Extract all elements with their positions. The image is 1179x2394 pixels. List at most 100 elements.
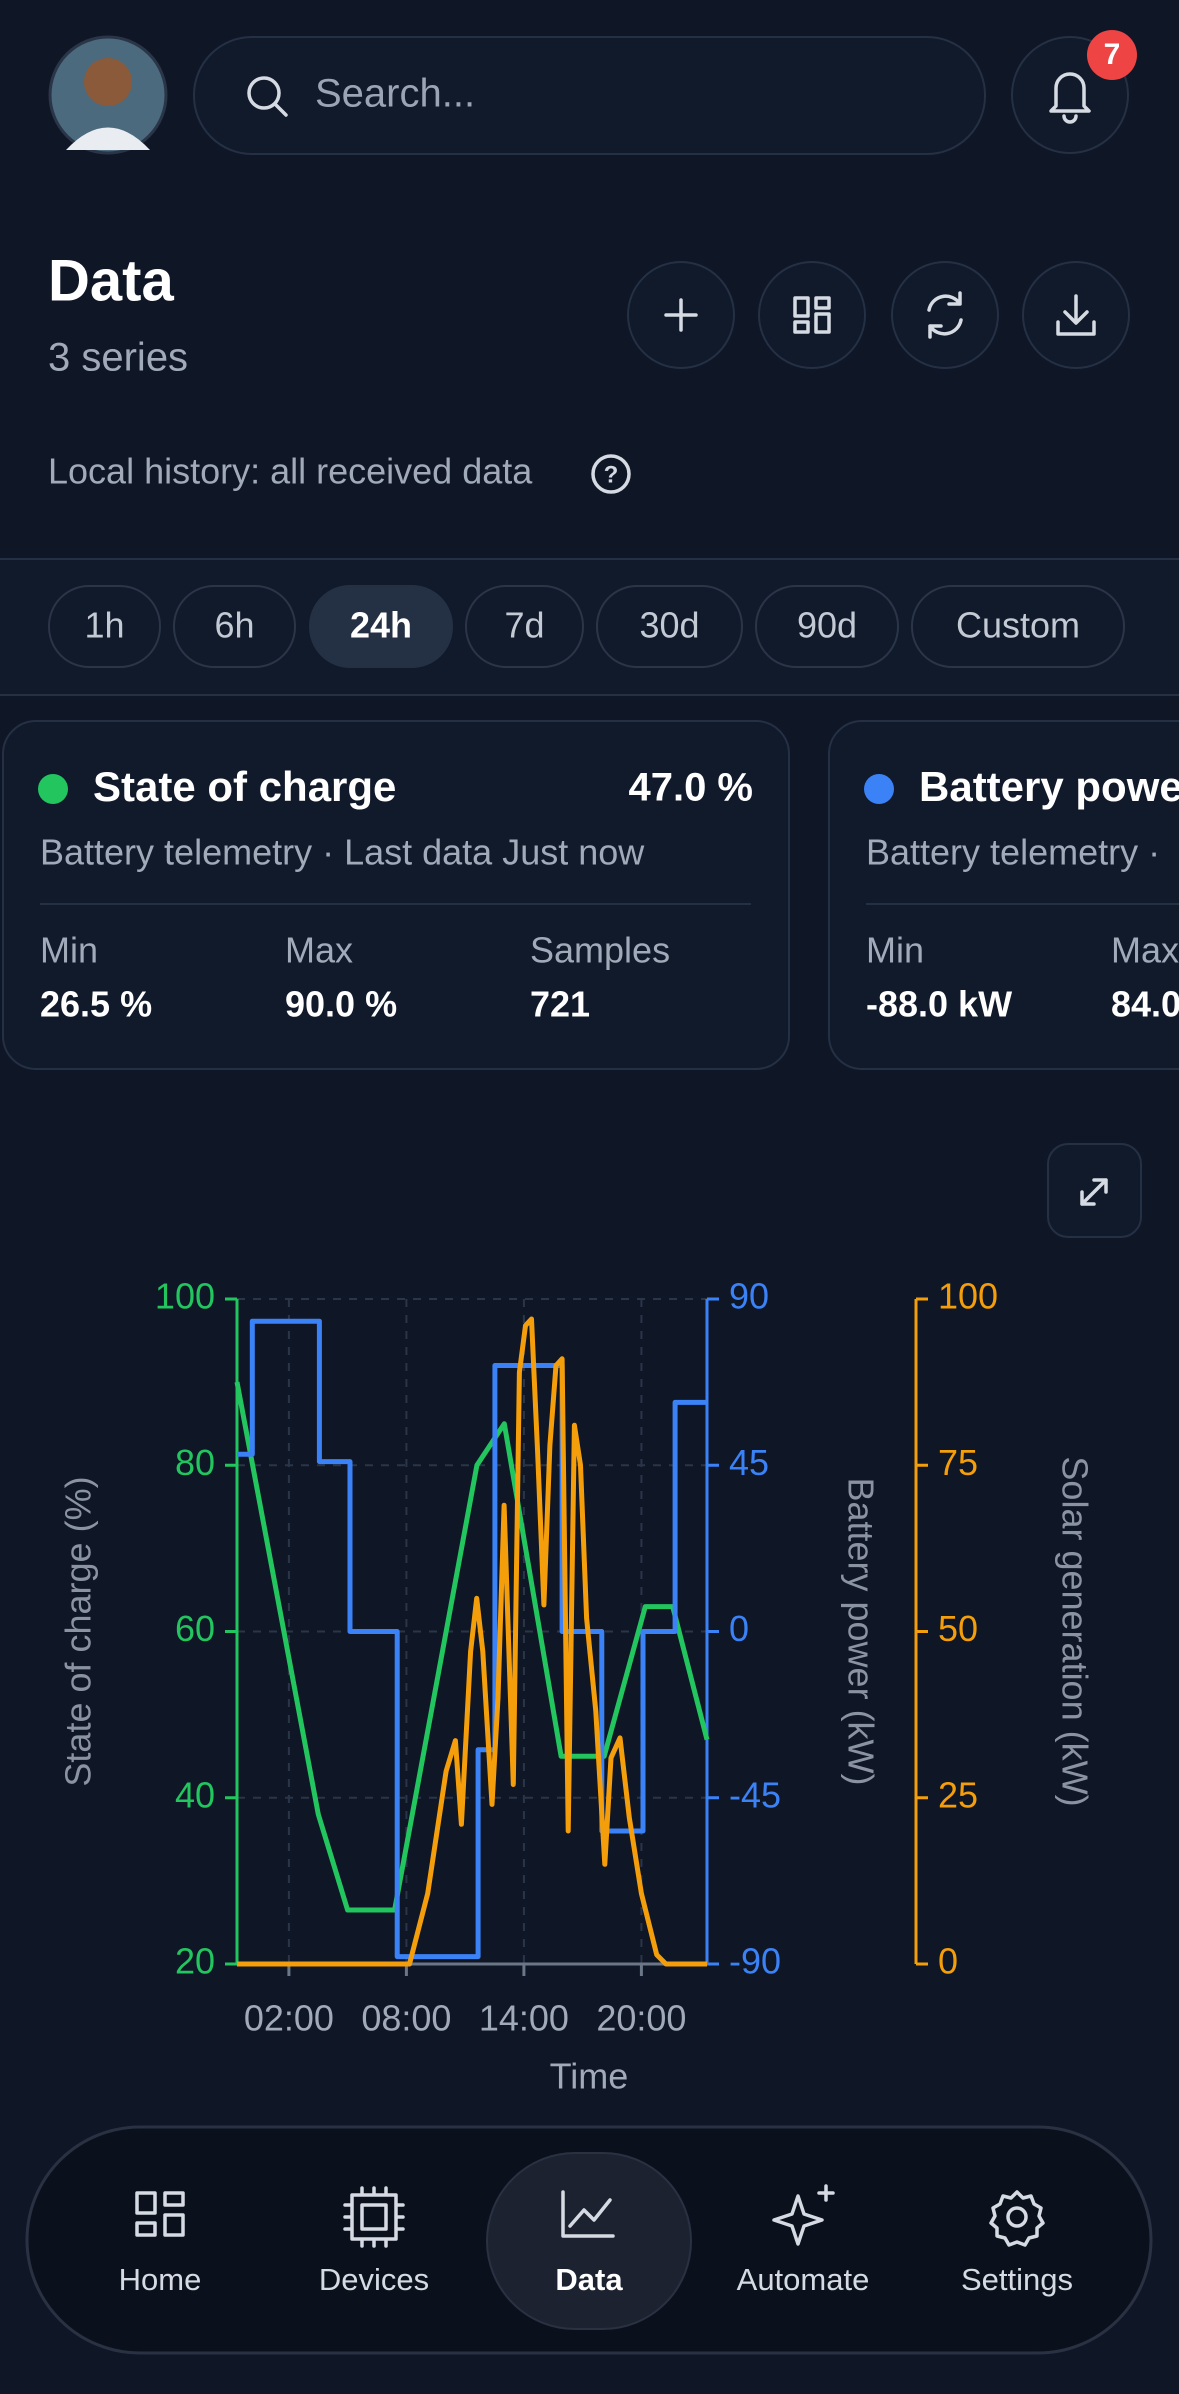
search-placeholder: Search...	[315, 72, 475, 116]
time-ranges: 1h 6h 24h 7d 30d 90d Custom	[48, 585, 1125, 668]
badge-count: 7	[1104, 38, 1121, 71]
search-icon	[247, 76, 281, 110]
range-label: Custom	[956, 605, 1080, 646]
card-value: 47.0 %	[628, 766, 753, 810]
range-pill[interactable]	[48, 585, 161, 668]
layout-button[interactable]	[758, 261, 866, 369]
range-label: 24h	[350, 605, 412, 646]
range-pill[interactable]	[755, 585, 899, 668]
y-tick-label: 100	[938, 1276, 998, 1317]
y-tick-label: 25	[938, 1774, 978, 1815]
chart: 20 40 60 80 100 State of charge (%) -90 -45 0 45 9…	[58, 1276, 1096, 2097]
help-mark: ?	[604, 461, 619, 488]
axis-title: Battery power (kW)	[840, 1477, 881, 1785]
page-subtitle: 3 series	[48, 336, 188, 380]
stat-label: Samples	[530, 930, 670, 971]
stat-value: -88.0 kW	[866, 984, 1012, 1025]
grid-icon	[793, 296, 831, 334]
stat-label: Max	[1111, 930, 1179, 971]
range-pill[interactable]	[911, 585, 1125, 668]
data-icon	[561, 2190, 615, 2238]
stat-label: Min	[866, 930, 924, 971]
range-label: 30d	[639, 605, 699, 646]
card-subtitle: Battery telemetry ·	[866, 832, 1160, 873]
plus-icon	[664, 298, 698, 332]
series-line	[237, 1316, 707, 1967]
x-tick-label: 08:00	[361, 1998, 451, 2039]
range-pill[interactable]	[309, 585, 453, 668]
x-axis-title: Time	[550, 2056, 629, 2097]
stat-value: 26.5 %	[40, 984, 152, 1025]
page-title: Data	[48, 248, 174, 313]
series-card[interactable]	[2, 720, 790, 1070]
stat-value: 84.0	[1111, 984, 1179, 1025]
range-label: 1h	[84, 605, 124, 646]
nav-active	[486, 2152, 692, 2330]
y-tick-label: 75	[938, 1442, 978, 1483]
nav-label[interactable]: Settings	[961, 2262, 1073, 2297]
x-tick-label: 14:00	[479, 1998, 569, 2039]
nav-label[interactable]: Automate	[737, 2262, 870, 2297]
badge	[1087, 30, 1137, 80]
y-tick-label: 0	[938, 1941, 958, 1982]
range-label: 7d	[504, 605, 544, 646]
range-pill[interactable]	[173, 585, 296, 668]
expand-icon	[1080, 1178, 1108, 1206]
axis-title: State of charge (%)	[58, 1476, 99, 1786]
refresh-icon	[927, 291, 963, 339]
range-label: 6h	[214, 605, 254, 646]
y-tick-label: 100	[155, 1276, 215, 1317]
range-pill[interactable]	[465, 585, 584, 668]
nav-icons	[135, 2184, 1045, 2248]
y-tick-label: 40	[175, 1774, 215, 1815]
cards: State of charge 47.0 % Battery telemetry ·…	[2, 720, 1179, 1070]
y-tick-label: 45	[729, 1442, 769, 1483]
search-box[interactable]	[193, 36, 986, 155]
nav-label[interactable]: Devices	[319, 2262, 429, 2297]
y-tick-label: 60	[175, 1608, 215, 1649]
y-tick-label: 50	[938, 1608, 978, 1649]
actions	[627, 261, 1130, 369]
axis-title: Solar generation (kW)	[1054, 1456, 1095, 1806]
series-card[interactable]	[828, 720, 1179, 1070]
card-title: Battery powe	[919, 763, 1179, 810]
stat-value: 90.0 %	[285, 984, 397, 1025]
y-tick-label: -90	[729, 1941, 781, 1982]
y-tick-label: 20	[175, 1941, 215, 1982]
nav: Home Devices Data Automate Settings	[119, 2152, 1073, 2330]
y-tick-label: 0	[729, 1608, 749, 1649]
stat-label: Max	[285, 930, 353, 971]
help-icon[interactable]	[591, 454, 631, 494]
series-dot	[864, 774, 894, 804]
settings-icon	[1006, 2206, 1028, 2228]
bell-icon	[1049, 72, 1091, 124]
avatar-face	[84, 58, 132, 106]
avatar-body	[66, 127, 150, 150]
nav-label[interactable]: Home	[119, 2262, 202, 2297]
stat-label: Min	[40, 930, 98, 971]
range-pill[interactable]	[596, 585, 743, 668]
nav-label[interactable]: Data	[555, 2262, 623, 2297]
series-dot	[38, 774, 68, 804]
automate-icon	[772, 2184, 835, 2246]
x-tick-label: 20:00	[596, 1998, 686, 2039]
settings-icon	[989, 2190, 1045, 2247]
card-subtitle: Battery telemetry · Last data Just now	[40, 832, 645, 873]
y-tick-label: 90	[729, 1276, 769, 1317]
home-icon	[135, 2191, 185, 2237]
devices-icon	[343, 2186, 405, 2248]
x-tick-label: 02:00	[244, 1998, 334, 2039]
y-tick-label: 80	[175, 1442, 215, 1483]
stat-value: 721	[530, 984, 590, 1025]
range-label: 90d	[797, 605, 857, 646]
y-tick-label: -45	[729, 1774, 781, 1815]
search-icon	[273, 102, 288, 117]
download-icon	[1056, 294, 1096, 336]
card-title: State of charge	[93, 763, 396, 810]
refresh-button[interactable]	[891, 261, 999, 369]
history-note: Local history: all received data	[48, 451, 533, 492]
series-line	[234, 1381, 710, 1913]
